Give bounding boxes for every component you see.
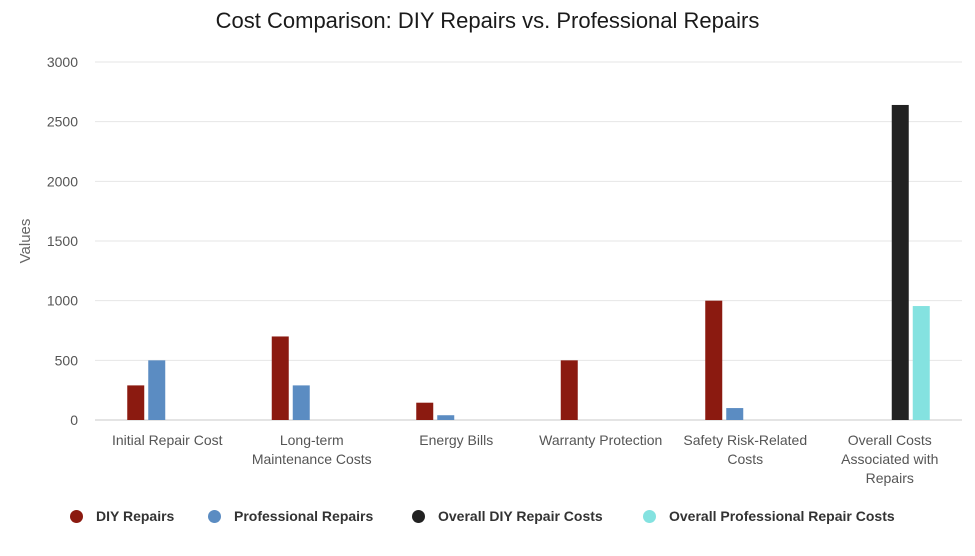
x-tick-label: Warranty Protection xyxy=(539,432,662,448)
x-tick-label: Initial Repair Cost xyxy=(112,432,223,448)
y-tick-label: 2500 xyxy=(47,114,78,130)
legend-swatch-diy-repairs xyxy=(70,509,83,523)
y-tick-label: 500 xyxy=(55,352,79,368)
x-tick-label: Safety Risk-Related Costs xyxy=(683,432,807,467)
legend-label-diy-repairs: DIY Repairs xyxy=(96,508,175,524)
bar xyxy=(891,104,909,421)
legend-label-overall-professional-costs: Overall Professional Repair Costs xyxy=(669,508,895,524)
chart-legend: DIY Repairs Professional Repairs Overall… xyxy=(0,508,975,532)
y-tick-label: 2000 xyxy=(47,173,78,189)
x-tick-label: Energy Bills xyxy=(419,432,493,448)
bar xyxy=(705,300,723,420)
legend-item-diy-repairs[interactable]: DIY Repairs xyxy=(70,508,174,524)
bar xyxy=(148,360,166,420)
legend-item-professional-repairs[interactable]: Professional Repairs xyxy=(208,508,373,524)
legend-label-overall-diy-costs: Overall DIY Repair Costs xyxy=(438,508,603,524)
bar xyxy=(292,385,310,420)
legend-item-overall-diy-costs[interactable]: Overall DIY Repair Costs xyxy=(412,508,603,524)
bar xyxy=(912,306,930,420)
y-tick-label: 1500 xyxy=(47,233,78,249)
legend-swatch-overall-professional-costs xyxy=(643,509,656,523)
y-tick-label: 3000 xyxy=(47,54,78,70)
legend-label-professional-repairs: Professional Repairs xyxy=(234,508,374,524)
x-tick-label: Overall Costs Associated with Repairs xyxy=(841,432,938,486)
bar xyxy=(726,408,744,420)
legend-item-overall-professional-costs[interactable]: Overall Professional Repair Costs xyxy=(643,508,895,524)
bar xyxy=(127,385,145,420)
y-tick-label: 0 xyxy=(70,412,78,428)
chart-title: Cost Comparison: DIY Repairs vs. Profess… xyxy=(215,8,760,33)
y-axis-label: Values xyxy=(17,219,34,264)
legend-swatch-professional-repairs xyxy=(208,509,221,523)
bar xyxy=(437,415,455,420)
bar xyxy=(271,336,289,420)
bar xyxy=(416,402,434,420)
legend-swatch-overall-diy-costs xyxy=(412,509,425,523)
x-tick-label: Long-term Maintenance Costs xyxy=(252,432,372,467)
y-tick-label: 1000 xyxy=(47,293,78,309)
bar xyxy=(560,360,578,420)
